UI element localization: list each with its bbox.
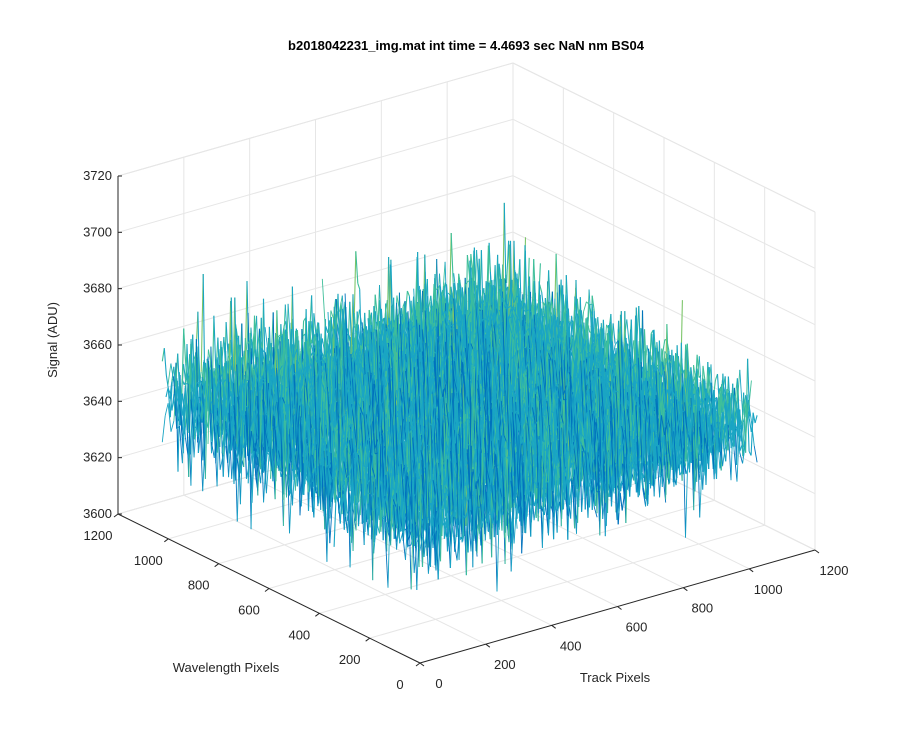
surface-segment xyxy=(175,353,179,387)
surface-segment xyxy=(225,322,229,357)
surface-segment xyxy=(368,309,372,326)
x-tick-mark xyxy=(551,624,556,629)
wall-grid-line xyxy=(117,231,514,346)
surface-segment xyxy=(198,356,202,407)
surface-segment xyxy=(567,308,571,343)
surface-mesh xyxy=(161,202,758,592)
wall-grid-line xyxy=(117,175,514,290)
surface-segment xyxy=(466,254,470,275)
surface-segment xyxy=(374,294,378,315)
surface-segment xyxy=(171,393,175,411)
surface-segment xyxy=(346,333,350,337)
x-tick-mark xyxy=(419,662,425,667)
surface-segment xyxy=(167,387,171,394)
surface-segment xyxy=(244,281,248,379)
surface-segment xyxy=(542,302,546,307)
surface-segment xyxy=(200,273,204,372)
surface-segment xyxy=(487,245,491,272)
surface-segment xyxy=(355,251,359,284)
y-tick-mark xyxy=(214,563,219,568)
x-tick-mark xyxy=(683,587,688,592)
surface-segment xyxy=(192,334,196,393)
y-tick-mark xyxy=(164,538,169,543)
surface-segment xyxy=(182,364,187,380)
surface-segment xyxy=(569,335,573,350)
surface-segment xyxy=(165,387,169,398)
surface-segment xyxy=(213,315,217,373)
surface-segment xyxy=(259,341,264,349)
surface-segment xyxy=(389,264,393,324)
x-tick-mark xyxy=(617,606,622,610)
surface-segment xyxy=(450,232,454,283)
box-edge xyxy=(512,62,816,213)
surface-segment xyxy=(183,328,187,364)
surface-segment xyxy=(357,324,361,344)
surface-segment xyxy=(167,388,171,418)
x-tick-mark xyxy=(748,568,754,573)
surface-segment xyxy=(580,310,584,330)
wall-grid-line xyxy=(512,118,816,269)
surface-segment xyxy=(357,283,361,290)
surface-segment xyxy=(406,290,410,297)
y-tick-mark xyxy=(415,662,421,667)
y-tick-mark xyxy=(264,588,270,592)
surface-segment xyxy=(313,313,317,335)
floor-grid-line xyxy=(369,524,765,639)
surface-segment xyxy=(165,374,169,389)
wall-grid-line xyxy=(117,118,514,233)
axis-lines xyxy=(113,175,820,667)
surface-segment xyxy=(228,297,232,391)
box-edge xyxy=(117,62,514,177)
y-tick-mark xyxy=(113,513,119,518)
surface-segment xyxy=(203,362,207,389)
floor-grid-line xyxy=(319,499,715,614)
surface-segment xyxy=(445,284,450,309)
y-tick-mark xyxy=(315,612,320,617)
surface-segment xyxy=(539,284,543,293)
surface-segment xyxy=(318,322,322,351)
y-tick-mark xyxy=(365,637,370,642)
x-tick-mark xyxy=(814,549,820,554)
wall-grid-line xyxy=(512,175,816,326)
surface-segment xyxy=(591,295,595,311)
surface-segment xyxy=(169,379,173,418)
surface-segment xyxy=(180,364,185,394)
surface-segment xyxy=(216,357,220,377)
surface-segment xyxy=(163,348,167,376)
surface-segment xyxy=(197,433,201,453)
surface-segment xyxy=(350,294,354,356)
x-tick-mark xyxy=(485,643,491,648)
surface-segment xyxy=(169,381,173,399)
wall-grid-line xyxy=(512,231,816,382)
chart-title: b2018042231_img.mat int time = 4.4693 se… xyxy=(288,38,645,53)
